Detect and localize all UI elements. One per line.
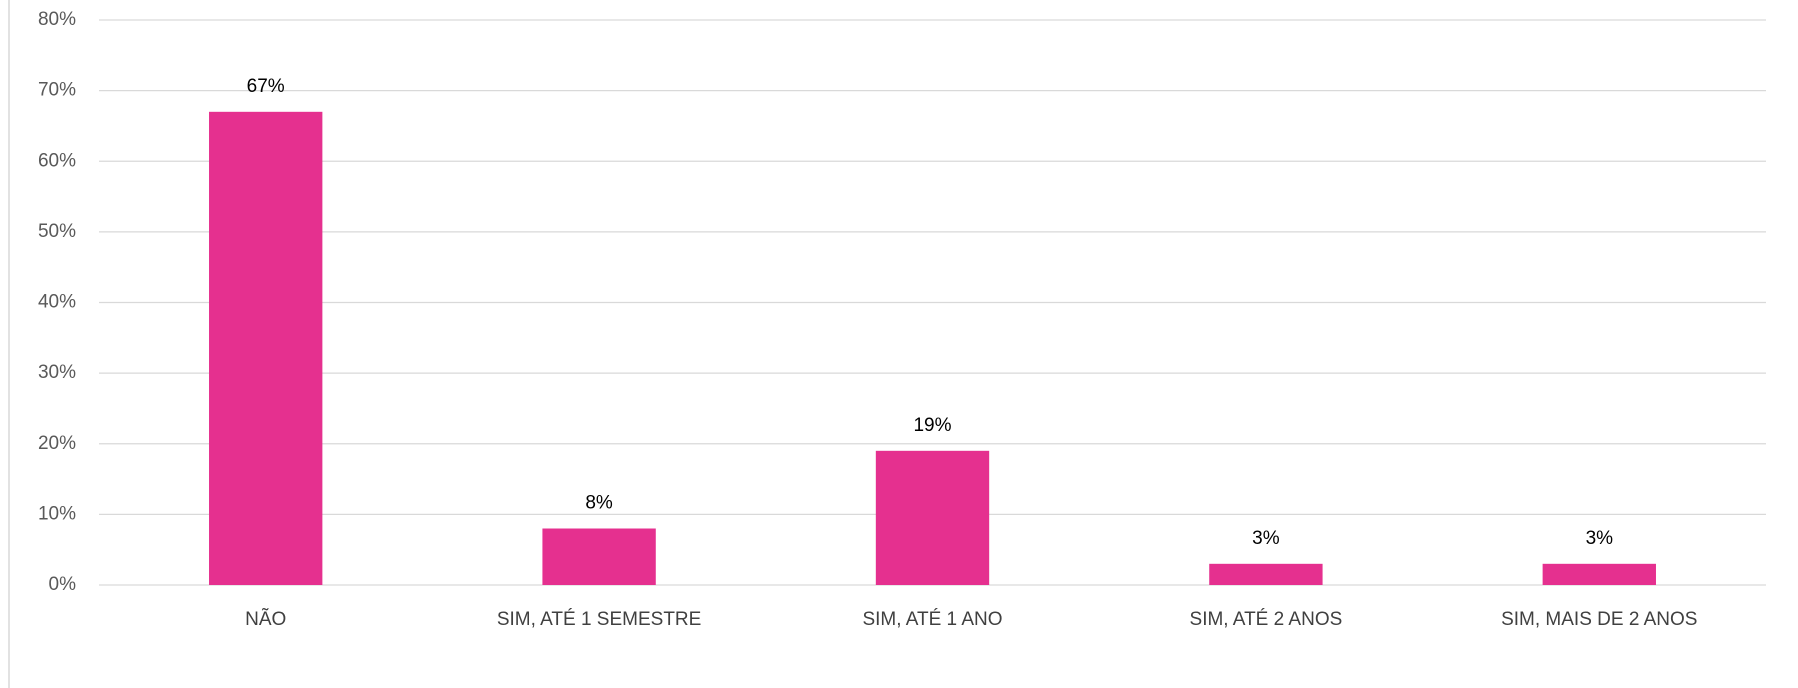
y-tick-label: 80%	[38, 9, 76, 30]
y-tick-label: 30%	[38, 362, 76, 383]
bar	[875, 450, 990, 585]
data-label: 67%	[247, 76, 285, 97]
x-tick-label: NÃO	[245, 608, 286, 630]
y-tick-label: 40%	[38, 292, 76, 313]
y-tick-label: 0%	[49, 574, 77, 595]
y-tick-label: 70%	[38, 80, 76, 101]
x-tick-label: SIM, MAIS DE 2 ANOS	[1501, 609, 1697, 630]
bar	[1542, 563, 1656, 585]
bar	[209, 111, 323, 585]
bar	[542, 528, 656, 585]
data-label: 19%	[913, 415, 951, 436]
y-tick-label: 10%	[38, 503, 76, 524]
x-tick-label: SIM, ATÉ 1 ANO	[862, 609, 1002, 630]
x-tick-label: SIM, ATÉ 1 SEMESTRE	[497, 609, 701, 630]
y-tick-label: 20%	[38, 433, 76, 454]
data-label: 8%	[585, 493, 613, 514]
y-tick-label: 50%	[38, 221, 76, 242]
bar	[1209, 563, 1323, 585]
data-label: 3%	[1252, 528, 1280, 549]
data-label: 3%	[1586, 528, 1614, 549]
y-tick-label: 60%	[38, 150, 76, 171]
x-tick-label: SIM, ATÉ 2 ANOS	[1190, 609, 1343, 630]
